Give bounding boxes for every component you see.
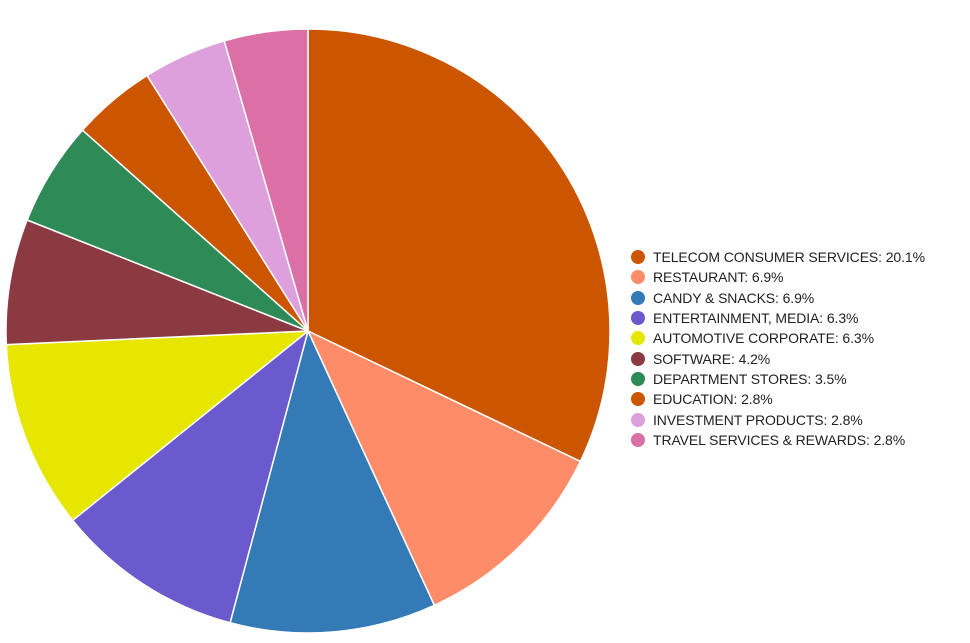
legend-swatch xyxy=(631,290,645,305)
chart-legend: TELECOM CONSUMER SERVICES: 20.1% RESTAURA… xyxy=(631,247,925,450)
legend-item-2: CANDY & SNACKS: 6.9% xyxy=(631,288,925,308)
legend-item-4: AUTOMOTIVE CORPORATE: 6.3% xyxy=(631,328,925,348)
pie-slice-9 xyxy=(223,28,309,332)
legend-swatch xyxy=(631,432,645,447)
legend-label: RESTAURANT: 6.9% xyxy=(653,269,784,286)
legend-swatch xyxy=(631,371,645,386)
legend-item-7: EDUCATION: 2.8% xyxy=(631,389,925,409)
legend-item-3: ENTERTAINMENT, MEDIA: 6.3% xyxy=(631,308,925,328)
legend-item-0: TELECOM CONSUMER SERVICES: 20.1% xyxy=(631,247,925,267)
pie-slices xyxy=(5,28,611,634)
legend-swatch xyxy=(631,311,645,326)
pie-slice-1 xyxy=(307,330,582,607)
legend-swatch xyxy=(631,392,645,407)
pie-slice-5 xyxy=(5,219,309,346)
legend-label: CANDY & SNACKS: 6.9% xyxy=(653,289,815,306)
legend-label: ENTERTAINMENT, MEDIA: 6.3% xyxy=(653,310,859,327)
legend-item-1: RESTAURANT: 6.9% xyxy=(631,267,925,287)
legend-item-8: INVESTMENT PRODUCTS: 2.8% xyxy=(631,409,925,429)
legend-item-6: DEPARTMENT STORES: 3.5% xyxy=(631,369,925,389)
pie-slice-0 xyxy=(307,28,611,463)
legend-swatch xyxy=(631,270,645,285)
legend-item-9: TRAVEL SERVICES & REWARDS: 2.8% xyxy=(631,430,925,450)
pie-slice-2 xyxy=(229,330,436,634)
legend-label: DEPARTMENT STORES: 3.5% xyxy=(653,370,847,387)
pie-slice-4 xyxy=(5,330,309,522)
legend-item-5: SOFTWARE: 4.2% xyxy=(631,348,925,368)
legend-label: TRAVEL SERVICES & REWARDS: 2.8% xyxy=(653,431,906,448)
legend-swatch xyxy=(631,331,645,346)
legend-swatch xyxy=(631,351,645,366)
legend-label: TELECOM CONSUMER SERVICES: 20.1% xyxy=(653,249,925,266)
legend-label: INVESTMENT PRODUCTS: 2.8% xyxy=(653,411,863,428)
legend-label: AUTOMOTIVE CORPORATE: 6.3% xyxy=(653,330,874,347)
legend-label: EDUCATION: 2.8% xyxy=(653,391,773,408)
legend-swatch xyxy=(631,250,645,265)
legend-label: SOFTWARE: 4.2% xyxy=(653,350,771,367)
legend-swatch xyxy=(631,412,645,427)
pie-slice-3 xyxy=(71,330,309,624)
